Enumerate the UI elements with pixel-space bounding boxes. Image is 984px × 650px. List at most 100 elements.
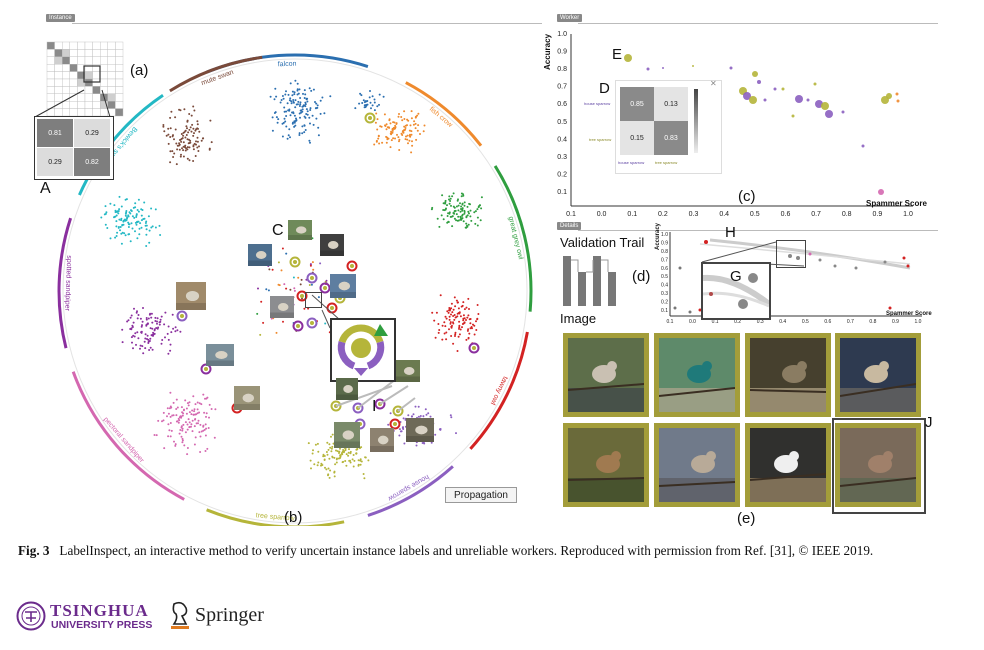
bird-photo[interactable] xyxy=(654,423,740,507)
uncertainty-glyph[interactable] xyxy=(296,290,308,302)
worker-point[interactable] xyxy=(821,102,829,110)
detail-point[interactable] xyxy=(698,308,702,312)
uncertainty-glyph[interactable] xyxy=(176,310,188,322)
uncertainty-glyph[interactable] xyxy=(330,400,342,412)
scatter-point xyxy=(341,431,343,434)
detail-point[interactable] xyxy=(902,256,906,260)
worker-point[interactable] xyxy=(896,99,900,103)
worker-point[interactable] xyxy=(646,67,650,71)
scatter-point xyxy=(183,444,186,447)
scatter-point xyxy=(403,442,406,445)
class-arc[interactable] xyxy=(469,331,529,450)
matrix-a-zoom[interactable]: 0.81 0.29 0.29 0.82 xyxy=(34,116,114,180)
detail-point[interactable] xyxy=(883,260,887,264)
scatter-point xyxy=(452,342,455,345)
detail-point[interactable] xyxy=(673,306,677,310)
worker-point[interactable] xyxy=(757,80,761,84)
class-arc[interactable] xyxy=(206,508,345,526)
uncertainty-glyph[interactable] xyxy=(364,112,376,124)
uncertainty-glyph-core xyxy=(204,367,208,371)
bird-photo[interactable] xyxy=(745,423,831,507)
uncertainty-glyph[interactable] xyxy=(346,260,358,272)
detail-point[interactable] xyxy=(808,252,812,256)
detail-point[interactable] xyxy=(678,266,682,270)
scatter-point xyxy=(193,425,196,428)
detail-point[interactable] xyxy=(854,266,858,270)
uncertainty-glyph[interactable] xyxy=(468,342,480,354)
class-arc[interactable] xyxy=(78,94,164,196)
worker-point[interactable] xyxy=(692,65,694,67)
worker-point[interactable] xyxy=(878,189,884,195)
worker-point[interactable] xyxy=(752,71,758,77)
worker-point[interactable] xyxy=(624,54,632,62)
confusion-matrix-overview[interactable] xyxy=(45,40,127,120)
detail-point[interactable] xyxy=(833,264,837,268)
worker-point[interactable] xyxy=(841,110,845,114)
bird-photo[interactable] xyxy=(745,333,831,417)
detail-zoom-box[interactable] xyxy=(701,262,771,320)
worker-point[interactable] xyxy=(886,93,892,99)
uncertainty-glyph[interactable] xyxy=(319,282,331,294)
propagation-button[interactable]: Propagation xyxy=(445,487,517,503)
matrix-d-cell-tl: 0.85 xyxy=(620,87,654,121)
uncertainty-glyph[interactable] xyxy=(392,405,404,417)
bird-photo[interactable] xyxy=(563,423,649,507)
matrix-d-close-icon[interactable]: ✕ xyxy=(710,79,717,88)
scatter-point xyxy=(137,314,140,316)
detail-point[interactable] xyxy=(704,240,708,244)
class-arc[interactable] xyxy=(493,165,533,312)
worker-scatter-chart[interactable]: 0.1 0.0 0.1 0.2 0.3 0.4 0.5 0.6 0.7 0.8 0.9 1.0 1.0 0… xyxy=(553,26,943,222)
bird-photo[interactable] xyxy=(835,423,921,507)
detail-point[interactable] xyxy=(688,310,692,314)
detail-point[interactable] xyxy=(796,256,800,260)
uncertainty-glyph[interactable] xyxy=(389,418,401,430)
scatter-point xyxy=(187,131,190,134)
scatter-point xyxy=(447,220,450,223)
detail-point[interactable] xyxy=(788,254,792,258)
uncertainty-glyph[interactable] xyxy=(289,256,301,268)
worker-point[interactable] xyxy=(806,98,810,102)
class-arc[interactable] xyxy=(405,81,483,147)
uncertainty-glyph[interactable] xyxy=(352,402,364,414)
worker-point[interactable] xyxy=(795,95,803,103)
scatter-point xyxy=(153,434,156,436)
scatter-point xyxy=(214,408,217,411)
scatter-point xyxy=(321,96,324,99)
worker-point[interactable] xyxy=(791,114,795,118)
worker-point[interactable] xyxy=(773,87,777,91)
worker-point[interactable] xyxy=(743,92,751,100)
scatter-point xyxy=(109,237,112,240)
detail-point[interactable] xyxy=(906,264,910,268)
worker-point[interactable] xyxy=(781,87,785,91)
class-arc[interactable] xyxy=(71,371,185,501)
uncertainty-glyph[interactable] xyxy=(292,320,304,332)
uncertainty-glyph[interactable] xyxy=(306,272,318,284)
scatter-point xyxy=(169,391,172,394)
worker-point[interactable] xyxy=(729,66,733,70)
detail-point[interactable] xyxy=(818,258,822,262)
uncertainty-glyph[interactable] xyxy=(374,398,386,410)
matrix-d-row1-label: house sparrow xyxy=(584,101,611,106)
worker-point[interactable] xyxy=(749,96,757,104)
worker-confusion-matrix[interactable]: 0.85 0.13 0.15 0.83 ✕ xyxy=(615,79,722,174)
uncertainty-glyph[interactable] xyxy=(306,317,318,329)
worker-point[interactable] xyxy=(662,67,664,69)
bird-photo[interactable] xyxy=(654,333,740,417)
validation-trail-chart[interactable] xyxy=(560,252,630,308)
detail-point[interactable] xyxy=(888,306,892,310)
class-arc[interactable] xyxy=(169,55,263,93)
class-arc[interactable] xyxy=(367,465,454,517)
scatter-point xyxy=(275,116,278,119)
worker-point[interactable] xyxy=(861,144,865,148)
scatter-point xyxy=(309,107,312,110)
scatter-point xyxy=(431,311,434,314)
glyph-zoom-box[interactable] xyxy=(330,318,396,382)
worker-point[interactable] xyxy=(763,98,767,102)
worker-point[interactable] xyxy=(825,110,833,118)
worker-point[interactable] xyxy=(895,92,899,96)
worker-point[interactable] xyxy=(813,82,817,86)
bird-photo[interactable] xyxy=(835,333,921,417)
bird-photo[interactable] xyxy=(563,333,649,417)
class-arc[interactable] xyxy=(57,217,73,349)
